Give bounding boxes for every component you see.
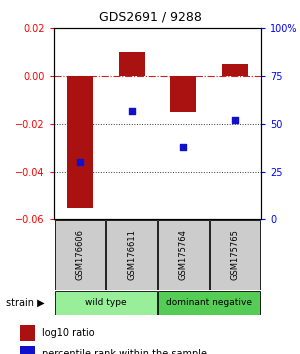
- FancyBboxPatch shape: [158, 220, 209, 290]
- Text: GSM175764: GSM175764: [179, 229, 188, 280]
- Text: wild type: wild type: [85, 298, 127, 307]
- Point: [233, 117, 238, 123]
- Text: log10 ratio: log10 ratio: [42, 328, 94, 338]
- Point: [77, 159, 82, 165]
- Bar: [20, 346, 35, 354]
- Bar: [67, 76, 93, 207]
- Text: dominant negative: dominant negative: [166, 298, 252, 307]
- Bar: [222, 64, 248, 76]
- FancyBboxPatch shape: [158, 291, 260, 315]
- FancyBboxPatch shape: [55, 220, 105, 290]
- Text: GSM176606: GSM176606: [75, 229, 84, 280]
- Text: percentile rank within the sample: percentile rank within the sample: [42, 349, 207, 354]
- FancyBboxPatch shape: [106, 220, 157, 290]
- FancyBboxPatch shape: [55, 291, 157, 315]
- Bar: [170, 76, 196, 112]
- FancyBboxPatch shape: [210, 220, 260, 290]
- Text: GSM175765: GSM175765: [231, 229, 240, 280]
- Point: [129, 108, 134, 113]
- Bar: [20, 325, 35, 341]
- Text: GSM176611: GSM176611: [127, 229, 136, 280]
- Text: GDS2691 / 9288: GDS2691 / 9288: [99, 11, 201, 24]
- Bar: [119, 52, 145, 76]
- Text: strain ▶: strain ▶: [6, 298, 45, 308]
- Point: [181, 144, 186, 150]
